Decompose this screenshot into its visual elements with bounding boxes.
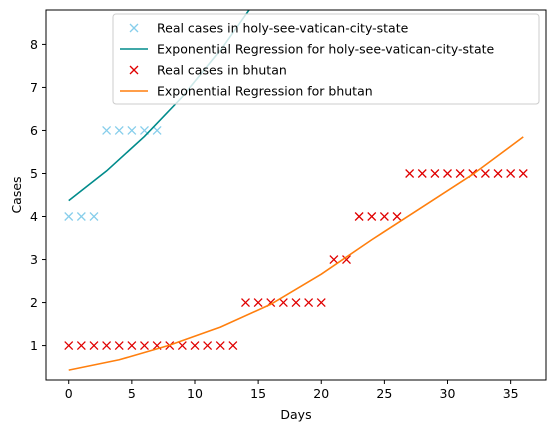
data-point bbox=[518, 169, 528, 178]
data-point bbox=[506, 169, 516, 178]
x-tick-label: 5 bbox=[128, 386, 136, 401]
plot-frame bbox=[45, 9, 547, 381]
legend-label: Real cases in bhutan bbox=[157, 63, 287, 78]
legend-box bbox=[112, 13, 540, 105]
data-point bbox=[64, 341, 74, 351]
data-point bbox=[278, 298, 288, 308]
x-axis-label: Days bbox=[280, 407, 311, 422]
data-point bbox=[405, 169, 415, 178]
x-tick-label: 30 bbox=[440, 386, 456, 401]
data-point bbox=[253, 298, 263, 308]
data-point bbox=[367, 212, 377, 221]
data-point bbox=[228, 341, 238, 351]
data-point bbox=[102, 126, 112, 135]
legend-label: Exponential Regression for bhutan bbox=[157, 84, 373, 99]
data-point bbox=[316, 298, 326, 308]
y-tick-label: 2 bbox=[30, 295, 38, 310]
x-axis: 0 5 10 15 20 25 30 35 bbox=[65, 380, 519, 401]
y-tick-label: 7 bbox=[30, 80, 38, 95]
legend: Real cases in holy-see-vatican-city-stat… bbox=[112, 13, 540, 105]
data-point bbox=[114, 341, 124, 351]
y-tick-label: 1 bbox=[30, 338, 38, 353]
series-2 bbox=[64, 169, 528, 351]
y-tick-label: 3 bbox=[30, 252, 38, 267]
data-point bbox=[417, 169, 427, 178]
x-tick-label: 35 bbox=[503, 386, 519, 401]
legend-marker-swatch bbox=[129, 23, 139, 33]
data-point bbox=[430, 169, 440, 178]
series-layer bbox=[64, 10, 528, 371]
data-point bbox=[114, 126, 124, 135]
data-point bbox=[152, 126, 162, 135]
x-tick-label: 25 bbox=[376, 386, 392, 401]
x-tick-label: 15 bbox=[250, 386, 266, 401]
legend-label: Exponential Regression for holy-see-vati… bbox=[157, 42, 495, 57]
data-point bbox=[127, 126, 137, 135]
data-point bbox=[342, 255, 351, 264]
x-tick-label: 0 bbox=[65, 386, 73, 401]
data-point bbox=[64, 212, 74, 221]
data-point bbox=[455, 169, 465, 178]
data-point bbox=[76, 341, 86, 351]
legend-marker-swatch bbox=[129, 65, 139, 75]
legend-entry: Exponential Regression for holy-see-vati… bbox=[120, 42, 495, 57]
y-tick-label: 8 bbox=[30, 37, 38, 52]
data-point bbox=[127, 341, 137, 351]
data-point bbox=[215, 341, 225, 351]
data-point bbox=[177, 341, 187, 351]
x-tick-label: 10 bbox=[187, 386, 203, 401]
data-point bbox=[443, 169, 452, 178]
regression-line bbox=[68, 136, 524, 371]
data-point bbox=[140, 341, 149, 351]
y-tick-label: 5 bbox=[30, 166, 38, 181]
data-point bbox=[102, 341, 112, 351]
y-tick-label: 6 bbox=[30, 123, 38, 138]
series-3 bbox=[68, 136, 524, 371]
series-0 bbox=[64, 126, 162, 221]
data-point bbox=[304, 298, 314, 308]
data-point bbox=[379, 212, 389, 221]
data-point bbox=[190, 341, 200, 351]
y-axis: 1 2 3 4 5 6 7 8 bbox=[30, 37, 46, 353]
data-point bbox=[89, 341, 99, 351]
x-tick-label: 20 bbox=[313, 386, 329, 401]
data-point bbox=[241, 298, 250, 308]
data-point bbox=[392, 212, 402, 221]
data-point bbox=[89, 212, 99, 221]
data-point bbox=[329, 255, 339, 264]
data-point bbox=[480, 169, 490, 178]
legend-entry: Real cases in holy-see-vatican-city-stat… bbox=[129, 21, 409, 36]
legend-entry: Real cases in bhutan bbox=[129, 63, 287, 78]
data-point bbox=[203, 341, 213, 351]
legend-entry: Exponential Regression for bhutan bbox=[120, 84, 373, 99]
data-point bbox=[493, 169, 503, 178]
y-tick-label: 4 bbox=[30, 209, 38, 224]
legend-label: Real cases in holy-see-vatican-city-stat… bbox=[157, 21, 409, 36]
data-point bbox=[291, 298, 301, 308]
y-axis-label: Cases bbox=[9, 176, 24, 213]
legend-entries: Real cases in holy-see-vatican-city-stat… bbox=[120, 21, 495, 99]
data-point bbox=[76, 212, 86, 221]
data-point bbox=[354, 212, 364, 221]
